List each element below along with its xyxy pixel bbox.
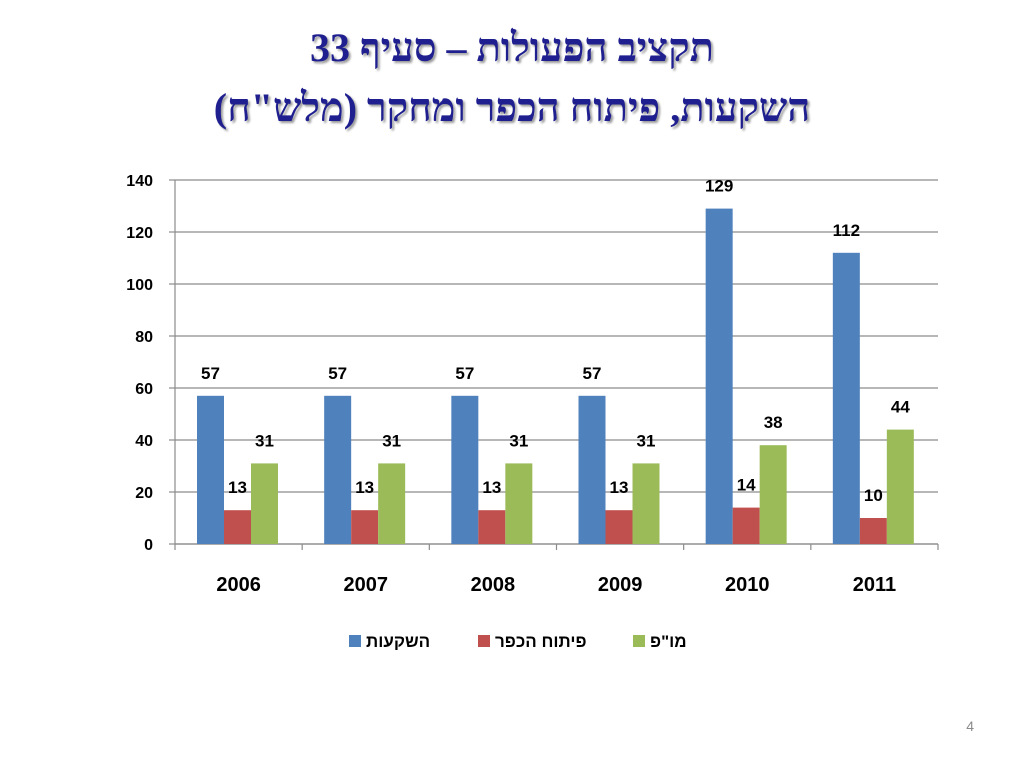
data-label: 13 bbox=[355, 478, 374, 497]
legend-label-2: פיתוח הכפר bbox=[495, 632, 587, 651]
slide-title-line-1: תקציב הפעולות – סעיף 33 bbox=[309, 25, 715, 70]
page-number: 4 bbox=[966, 718, 974, 734]
x-category-label: 2011 bbox=[853, 574, 896, 596]
data-label: 57 bbox=[583, 364, 602, 383]
bar-series-3 bbox=[505, 463, 533, 544]
y-tick-label: 120 bbox=[126, 225, 153, 242]
bar-series-3 bbox=[886, 429, 914, 544]
data-label: 31 bbox=[637, 431, 656, 450]
bar-series-2 bbox=[478, 510, 506, 544]
y-tick-label: 40 bbox=[135, 433, 153, 450]
data-label: 31 bbox=[255, 431, 274, 450]
bar-series-1 bbox=[451, 395, 479, 544]
data-label: 112 bbox=[833, 221, 860, 240]
bar-series-1 bbox=[705, 208, 733, 544]
x-category-label: 2007 bbox=[344, 574, 389, 596]
slide-title-line-2: השקעות, פיתוח הכפר ומחקר (מלש"ח) bbox=[213, 85, 811, 130]
data-label: 10 bbox=[864, 486, 883, 505]
data-label: 14 bbox=[737, 476, 756, 495]
y-tick-label: 100 bbox=[126, 277, 153, 294]
legend-swatch-1 bbox=[349, 635, 361, 647]
y-tick-label: 80 bbox=[135, 329, 153, 346]
legend-swatch-2 bbox=[478, 635, 490, 647]
bar-series-1 bbox=[324, 395, 352, 544]
y-tick-label: 0 bbox=[144, 537, 153, 554]
bar-series-3 bbox=[632, 463, 660, 544]
data-label: 31 bbox=[382, 431, 401, 450]
data-label: 13 bbox=[610, 478, 629, 497]
bar-series-1 bbox=[197, 395, 224, 544]
data-label: 44 bbox=[891, 398, 910, 417]
y-tick-label: 20 bbox=[135, 485, 153, 502]
bar-series-2 bbox=[224, 510, 251, 544]
bar-series-2 bbox=[605, 510, 633, 544]
bar-series-1 bbox=[832, 252, 860, 545]
data-label: 129 bbox=[705, 177, 733, 196]
x-category-label: 2009 bbox=[598, 574, 643, 596]
data-label: 57 bbox=[201, 364, 220, 383]
data-label: 31 bbox=[509, 431, 528, 450]
y-tick-label: 140 bbox=[126, 173, 153, 190]
bar-series-2 bbox=[732, 507, 760, 544]
data-label: 57 bbox=[455, 364, 474, 383]
legend-label-3: מו"פ bbox=[650, 632, 687, 651]
data-label: 13 bbox=[228, 478, 247, 497]
legend-swatch-3 bbox=[633, 635, 645, 647]
bar-series-3 bbox=[378, 463, 406, 544]
y-tick-label: 60 bbox=[135, 381, 153, 398]
bar-series-2 bbox=[351, 510, 379, 544]
data-label: 38 bbox=[764, 413, 783, 432]
bar-series-3 bbox=[251, 463, 278, 544]
bar-series-1 bbox=[578, 395, 606, 544]
x-category-label: 2008 bbox=[471, 574, 516, 596]
bar-series-2 bbox=[859, 518, 887, 544]
bar-series-3 bbox=[759, 445, 787, 544]
x-category-label: 2010 bbox=[725, 574, 770, 596]
data-label: 13 bbox=[482, 478, 501, 497]
data-label: 57 bbox=[328, 364, 347, 383]
x-category-label: 2006 bbox=[216, 574, 261, 596]
legend-label-1: השקעות bbox=[366, 632, 430, 651]
